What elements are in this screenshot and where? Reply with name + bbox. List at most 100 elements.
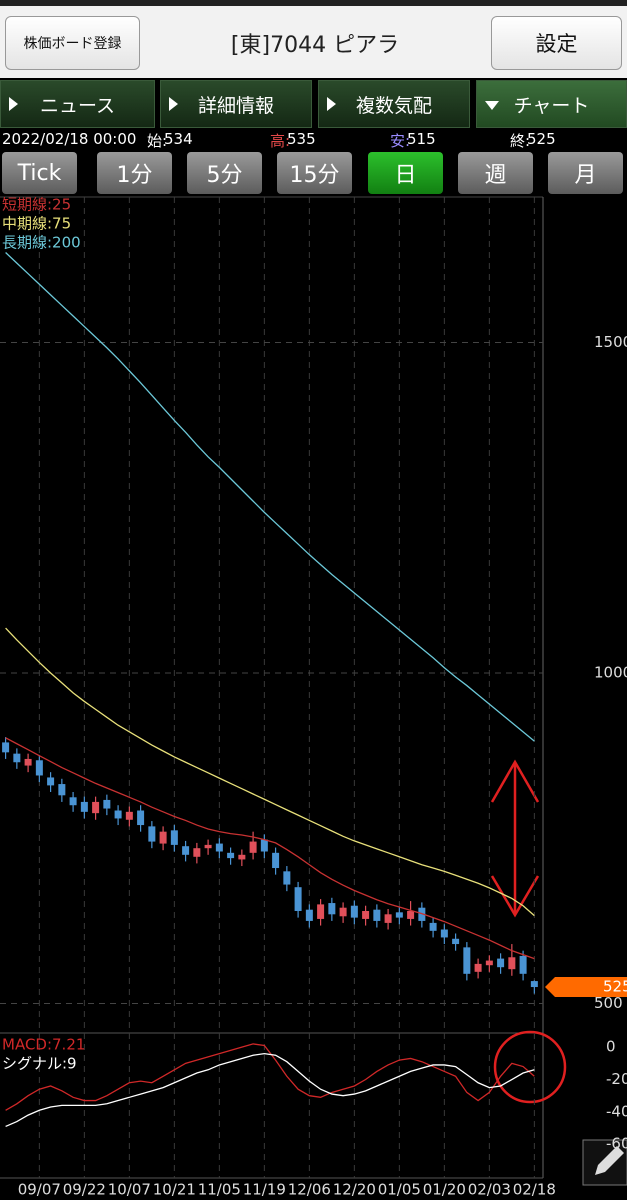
- candle-body: [238, 854, 246, 860]
- board-button[interactable]: 株価ボード登録: [5, 16, 140, 70]
- header: 株価ボード登録 [東]7044 ピアラ 設定: [0, 0, 627, 78]
- candle-body: [249, 841, 257, 853]
- tab-label: 詳細情報: [197, 94, 274, 117]
- candle-body: [260, 839, 268, 852]
- x-tick-label: 12/06: [288, 1181, 331, 1199]
- candle-body: [497, 958, 505, 968]
- annotation-circle: [493, 1030, 567, 1104]
- period-button[interactable]: Tick: [2, 152, 77, 194]
- candle-body: [125, 811, 133, 820]
- candle-body: [2, 742, 10, 753]
- candle-body: [47, 777, 55, 786]
- candle-body: [35, 760, 43, 776]
- x-tick-label: 01/20: [423, 1181, 466, 1199]
- tab-arrow: [169, 97, 178, 111]
- tab[interactable]: チャート: [476, 80, 627, 128]
- y-tick-label: -40: [606, 1102, 627, 1120]
- candle-body: [328, 903, 336, 915]
- candle-body: [519, 955, 527, 974]
- tab[interactable]: 複数気配: [318, 80, 470, 128]
- candle-body: [227, 852, 235, 859]
- quote-label: 高:: [270, 132, 291, 150]
- candle-body: [407, 911, 415, 919]
- tab-label: チャート: [513, 94, 590, 117]
- candle-body: [114, 810, 122, 819]
- series-line: [5, 1043, 535, 1111]
- candle-body: [215, 843, 223, 852]
- candle-body: [69, 797, 77, 806]
- x-tick-label: 02/03: [468, 1181, 511, 1199]
- candle-body: [13, 753, 21, 763]
- candle-body: [80, 801, 88, 812]
- period-button[interactable]: 日: [368, 152, 443, 194]
- y-tick-label: 0: [606, 1038, 616, 1056]
- x-tick-label: 02/18: [513, 1181, 556, 1199]
- legend-entry: 中期線:75: [2, 215, 71, 233]
- candle-body: [530, 981, 538, 988]
- candle-body: [317, 904, 325, 919]
- candle-body: [508, 957, 516, 970]
- tab-arrow: [9, 97, 18, 111]
- x-tick-label: 10/21: [153, 1181, 196, 1199]
- tab-arrow: [327, 97, 336, 111]
- candle-body: [272, 852, 280, 869]
- period-button[interactable]: 15分: [277, 152, 352, 194]
- x-tick-label: 09/07: [18, 1181, 61, 1199]
- x-tick-label: 01/05: [378, 1181, 421, 1199]
- candle-body: [148, 826, 156, 842]
- candle-body: [170, 830, 178, 845]
- series-line: [5, 737, 535, 960]
- tab[interactable]: 詳細情報: [160, 80, 312, 128]
- series-line: [5, 1052, 535, 1128]
- candle-body: [103, 799, 111, 809]
- quote-label: 安:: [390, 132, 411, 150]
- quote-value: 534: [164, 130, 193, 148]
- period-button[interactable]: 月: [548, 152, 623, 194]
- tab-arrow: [485, 101, 499, 110]
- candle-body: [463, 947, 471, 974]
- candle-body: [395, 912, 403, 918]
- legend-entry: 長期線:200: [2, 234, 81, 252]
- period-button[interactable]: 週: [458, 152, 533, 194]
- candle-body: [58, 784, 66, 796]
- edit-button[interactable]: [582, 1139, 627, 1186]
- y-tick-label: 500: [594, 994, 623, 1012]
- tab[interactable]: ニュース: [0, 80, 155, 128]
- candle-body: [294, 887, 302, 911]
- quote-value: 525: [527, 130, 556, 148]
- series-line: [5, 627, 535, 917]
- legend-entry: MACD:7.21: [2, 1036, 85, 1054]
- period-button[interactable]: 1分: [97, 152, 172, 194]
- x-tick-label: 12/20: [333, 1181, 376, 1199]
- quote-label: 終:: [510, 132, 531, 150]
- period-button[interactable]: 5分: [187, 152, 262, 194]
- candle-body: [24, 758, 32, 766]
- y-tick-label: -60: [606, 1135, 627, 1153]
- x-tick-label: 11/05: [198, 1181, 241, 1199]
- annotation-arrow: [490, 759, 540, 918]
- quote-value: 515: [407, 130, 436, 148]
- legend-entry: シグナル:9: [2, 1055, 77, 1073]
- tab-label: 複数気配: [355, 94, 432, 117]
- quote-label: 始:: [147, 132, 168, 150]
- candle-body: [159, 831, 167, 844]
- series-line: [5, 252, 535, 742]
- candle-body: [305, 909, 313, 921]
- y-tick-label: 1500: [594, 333, 627, 351]
- candle-body: [384, 914, 392, 923]
- x-tick-label: 09/22: [63, 1181, 106, 1199]
- candle-body: [485, 960, 493, 966]
- candle-body: [350, 905, 358, 918]
- candle-body: [137, 810, 145, 826]
- candle-body: [339, 907, 347, 917]
- candle-body: [440, 929, 448, 938]
- candle-body: [474, 963, 482, 972]
- candle-body: [204, 844, 212, 849]
- candle-body: [373, 909, 381, 921]
- candle-body: [283, 871, 291, 885]
- candle-body: [182, 846, 190, 855]
- last-price-marker: [545, 977, 627, 998]
- settings-button[interactable]: 設定: [491, 16, 622, 70]
